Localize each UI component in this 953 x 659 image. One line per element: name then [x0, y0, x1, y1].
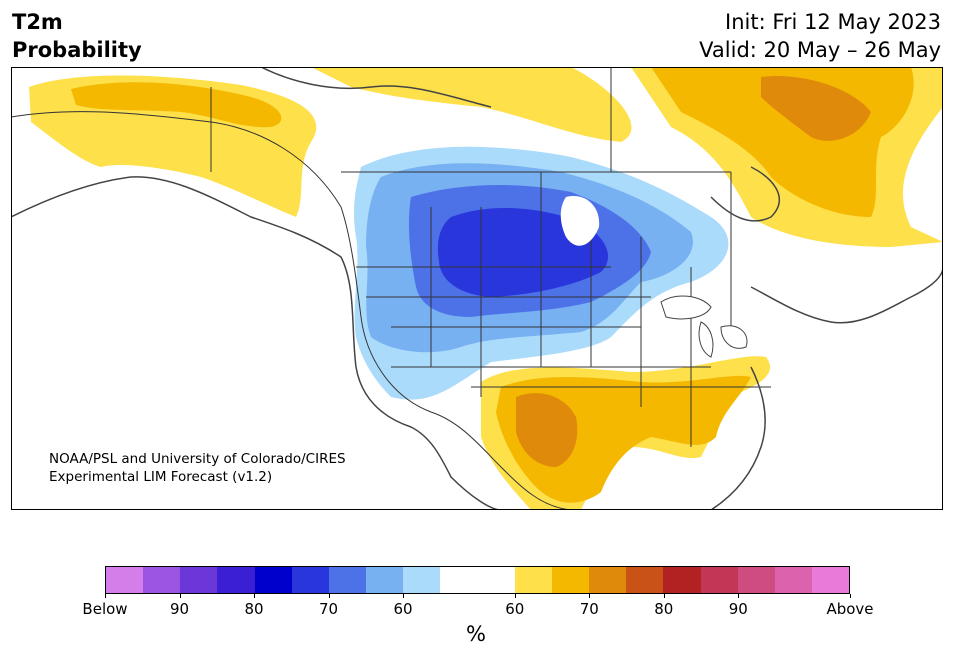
colorbar-swatch	[737, 567, 775, 593]
colorbar-unit: %	[466, 622, 486, 646]
warm-70-alaska	[71, 82, 282, 128]
init-date: Init: Fri 12 May 2023	[725, 10, 941, 34]
colorbar-tick-label: 60	[505, 600, 525, 618]
colorbar-swatch	[551, 567, 590, 593]
warm-80-south	[516, 393, 578, 467]
map-border	[11, 67, 943, 510]
colorbar-swatch	[774, 567, 812, 593]
valid-range: Valid: 20 May – 26 May	[699, 38, 941, 62]
colorbar-swatch	[589, 567, 627, 593]
variable-name: T2m	[12, 10, 63, 34]
colorbar-tick	[663, 594, 665, 598]
hudson-bay	[560, 196, 600, 246]
colorbar-swatch	[663, 567, 701, 593]
colorbar-tick	[850, 594, 851, 598]
colorbar-swatch	[106, 567, 144, 593]
colorbar-tick-label: 90	[169, 600, 190, 618]
colorbar-swatch	[477, 567, 515, 593]
political-borders	[11, 67, 771, 510]
product-name: Probability	[12, 38, 142, 62]
colorbar-tick	[328, 594, 330, 598]
colorbar-tick	[738, 594, 740, 598]
colorbar-swatch	[514, 567, 552, 593]
colorbar-tick-label: 60	[393, 600, 413, 618]
colorbar-swatch	[328, 567, 367, 593]
colorbar-swatch	[626, 567, 664, 593]
colorbar-swatch	[811, 567, 850, 593]
colorbar-tick	[403, 594, 404, 598]
coastlines	[11, 67, 943, 510]
colorbar-tick-label: 80	[244, 600, 264, 618]
colorbar-swatch	[217, 567, 255, 593]
credit-note: NOAA/PSL and University of Colorado/CIRE…	[49, 450, 346, 486]
colorbar-swatch	[254, 567, 292, 593]
credit-line-2: Experimental LIM Forecast (v1.2)	[49, 469, 273, 485]
colorbar-swatch	[700, 567, 738, 593]
colorbar-tick-label: 90	[728, 600, 748, 618]
colorbar-tick-label: 70	[318, 600, 339, 618]
colorbar-swatch	[440, 567, 478, 593]
colorbar-swatch	[403, 567, 441, 593]
colorbar-tick	[514, 594, 516, 598]
colorbar-swatch	[291, 567, 329, 593]
colorbar-tick	[105, 594, 106, 598]
colorbar-tick-label: Below	[82, 600, 128, 618]
colorbar-tick	[254, 594, 255, 598]
forecast-map	[11, 67, 943, 510]
great-lakes	[660, 295, 748, 358]
colorbar-tick-label: 80	[654, 600, 674, 618]
colorbar-swatch	[366, 567, 404, 593]
colorbar-swatch	[143, 567, 181, 593]
colorbar-swatch	[180, 567, 218, 593]
colorbar-tick	[589, 594, 591, 598]
colorbar-tick-label: 70	[579, 600, 599, 618]
warm-80-greenland	[761, 76, 871, 141]
title-left: T2m Probability	[12, 8, 142, 64]
colorbar-tick-label: Above	[826, 600, 874, 618]
probability-colorbar	[105, 566, 850, 594]
colorbar-tick	[179, 594, 181, 598]
credit-line-1: NOAA/PSL and University of Colorado/CIRE…	[49, 451, 346, 467]
title-right: Init: Fri 12 May 2023 Valid: 20 May – 26…	[699, 8, 941, 64]
